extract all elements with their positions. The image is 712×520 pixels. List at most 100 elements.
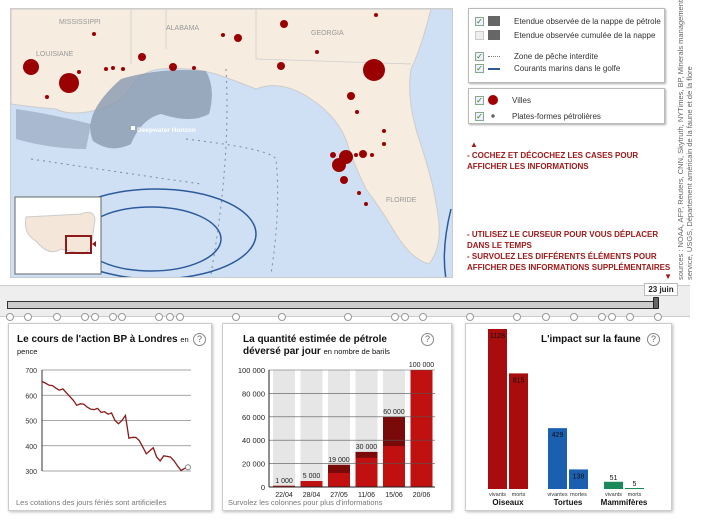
group-label: Tortues xyxy=(554,498,583,507)
help-icon[interactable]: ? xyxy=(193,333,206,346)
timeline-event-marker[interactable] xyxy=(176,313,184,321)
legend-points: ✓ Villes ✓ Plates-formes pétrolières xyxy=(468,88,665,124)
checkbox[interactable]: ✓ xyxy=(475,64,484,73)
timeline-event-marker[interactable] xyxy=(401,313,409,321)
bar-category-label: vivants xyxy=(605,492,622,498)
bar-lower xyxy=(410,370,433,487)
bar-value-label: 1 000 xyxy=(275,478,293,485)
bar-lower xyxy=(383,446,405,487)
x-tick-label: 28/04 xyxy=(303,492,321,499)
state-label: LOUISIANE xyxy=(36,51,74,58)
y-tick-label: 0 xyxy=(261,483,265,492)
timeline-event-marker[interactable] xyxy=(118,313,126,321)
legend-item-platforms[interactable]: ✓ Plates-formes pétrolières xyxy=(475,111,601,121)
timeline-event-marker[interactable] xyxy=(466,313,474,321)
bar-category-label: mortes xyxy=(570,492,587,498)
bar-value-label: 51 xyxy=(610,475,618,482)
checkbox[interactable]: ✓ xyxy=(475,16,484,26)
timeline-event-marker[interactable] xyxy=(419,313,427,321)
bar-value-label: 30 000 xyxy=(356,444,378,451)
state-label: FLORIDE xyxy=(386,197,417,204)
legend-item-slick[interactable]: ✓ Etendue observée de la nappe de pétrole xyxy=(475,16,661,26)
state-label: MISSISSIPPI xyxy=(59,19,101,26)
oil-chart: 1 000 22/04 5 000 28/04 19 000 27/05 30 000 11/… xyxy=(238,362,435,499)
panel-title: L'impact sur la faune xyxy=(541,334,641,345)
timeline-event-marker[interactable] xyxy=(570,313,578,321)
dotted-line-icon xyxy=(488,56,500,57)
current-line-icon xyxy=(488,67,500,70)
group-label: Mammifères xyxy=(601,498,648,507)
y-tick-label: 100 000 xyxy=(238,366,265,375)
checkbox[interactable]: ✓ xyxy=(475,111,484,121)
timeline-event-marker[interactable] xyxy=(608,313,616,321)
help-icon[interactable]: ? xyxy=(421,333,434,346)
panel-wildlife: L'impact sur la faune ? 1128 vivants 815 mo… xyxy=(465,323,672,511)
legend-item-cities[interactable]: ✓ Villes xyxy=(475,95,531,105)
city-dot-icon xyxy=(488,95,498,105)
timeline-event-marker[interactable] xyxy=(598,313,606,321)
y-tick-label: 500 xyxy=(25,419,37,426)
bar-background xyxy=(300,370,323,487)
instruction-timeline: - UTILISEZ LE CURSEUR POUR VOUS DÉPLACER… xyxy=(467,229,677,282)
chart-footnote: Les cotations des jours fériés sont arti… xyxy=(16,498,167,507)
legend-layers: ✓ Etendue observée de la nappe de pétrole… xyxy=(468,8,665,83)
timeline-event-marker[interactable] xyxy=(542,313,550,321)
arrow-down-icon: ▼ xyxy=(664,272,672,281)
x-tick-label: 22/04 xyxy=(275,492,293,499)
help-icon[interactable]: ? xyxy=(647,333,660,346)
bar-value-label: 19 000 xyxy=(328,457,350,464)
timeline-event-marker[interactable] xyxy=(155,313,163,321)
bar-value-label: 60 000 xyxy=(383,409,405,416)
bar-value-label: 815 xyxy=(513,377,525,384)
timeline-event-marker[interactable] xyxy=(344,313,352,321)
legend-item-fishing-zone[interactable]: ✓ Zone de pêche interdite xyxy=(475,52,599,61)
y-tick-label: 80 000 xyxy=(242,389,265,398)
rig-marker xyxy=(131,126,135,130)
wildlife-bar xyxy=(509,373,528,489)
bar-value-label: 5 000 xyxy=(303,473,321,480)
x-tick-label: 27/05 xyxy=(330,492,348,499)
gulf-map[interactable]: MISSISSIPPI ALABAMA GEORGIA LOUISIANE FL… xyxy=(10,8,453,278)
timeline-event-marker[interactable] xyxy=(91,313,99,321)
timeline-event-marker[interactable] xyxy=(53,313,61,321)
checkbox[interactable]: ✓ xyxy=(475,95,484,105)
bar-lower xyxy=(355,457,378,487)
timeline-event-marker[interactable] xyxy=(513,313,521,321)
timeline-event-marker[interactable] xyxy=(81,313,89,321)
timeline-event-marker[interactable] xyxy=(109,313,117,321)
stock-chart: 700 600 500 400 300 xyxy=(25,368,191,476)
legend-item-currents[interactable]: ✓ Courants marins dans le golfe xyxy=(475,64,621,73)
group-label: Oiseaux xyxy=(492,498,524,507)
y-tick-label: 20 000 xyxy=(242,460,265,469)
timeline-track[interactable] xyxy=(7,301,657,309)
arrow-up-icon: ▲ xyxy=(470,140,478,149)
x-tick-label: 15/06 xyxy=(385,492,403,499)
panel-bp-stock: Le cours de l'action BP à Londres en pen… xyxy=(8,323,212,511)
y-tick-label: 300 xyxy=(25,469,37,476)
checkbox[interactable]: ✓ xyxy=(475,52,484,61)
timeline-event-marker[interactable] xyxy=(654,313,662,321)
timeline-event-marker[interactable] xyxy=(232,313,240,321)
spill-label: Deepwater Horizon xyxy=(137,127,196,134)
panel-oil-flow: La quantité estimée de pétrole déversé p… xyxy=(222,323,452,511)
timeline-event-marker[interactable] xyxy=(166,313,174,321)
bar-value-label: 1128 xyxy=(490,333,505,340)
timeline[interactable]: 23 juin xyxy=(0,283,690,321)
platform-dot-icon xyxy=(488,111,498,121)
timeline-event-marker[interactable] xyxy=(391,313,399,321)
timeline-event-marker[interactable] xyxy=(6,313,14,321)
timeline-handle[interactable] xyxy=(653,297,659,309)
checkbox[interactable] xyxy=(475,30,484,40)
y-tick-label: 40 000 xyxy=(242,436,265,445)
timeline-event-marker[interactable] xyxy=(278,313,286,321)
bar-value-label: 429 xyxy=(552,432,564,439)
bar-category-label: vivants xyxy=(489,492,506,498)
state-label: ALABAMA xyxy=(166,25,199,32)
bar-value-label: 100 000 xyxy=(409,362,434,369)
timeline-event-marker[interactable] xyxy=(626,313,634,321)
legend-item-cumulative[interactable]: Etendue observée cumulée de la nappe xyxy=(475,30,655,40)
y-tick-label: 60 000 xyxy=(242,413,265,422)
panel-title: La quantité estimée de pétrole déversé p… xyxy=(243,334,390,357)
sources-text: sources : NOAA, AFP, Reuters, CNN, Skytr… xyxy=(676,0,694,280)
timeline-event-marker[interactable] xyxy=(24,313,32,321)
